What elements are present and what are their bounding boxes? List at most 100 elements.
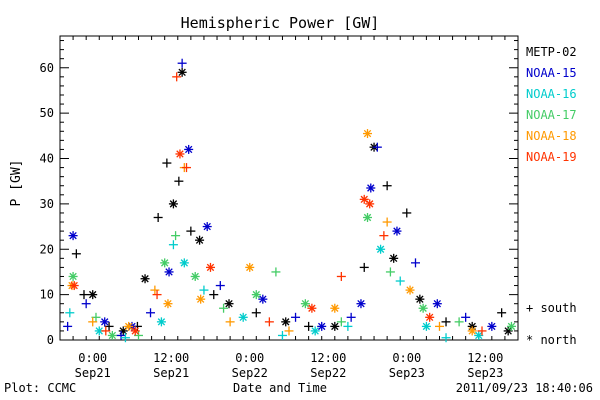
data-point-south-plus <box>153 212 163 222</box>
data-point-north-asterisk <box>164 267 174 277</box>
data-point-south-plus <box>372 142 382 152</box>
data-point-north-asterisk <box>140 274 150 284</box>
data-point-south-plus <box>271 267 281 277</box>
data-point-north-asterisk <box>487 321 497 331</box>
data-point-south-plus <box>497 308 507 318</box>
data-point-south-plus <box>186 226 196 236</box>
legend: METP-02 NOAA-15 NOAA-16 NOAA-17 NOAA-18 NOAA-… <box>526 45 577 347</box>
x-axis-label: Date and Time <box>233 381 327 395</box>
data-point-north-asterisk <box>376 244 386 254</box>
data-point-south-plus <box>101 326 111 336</box>
data-point-north-asterisk <box>363 212 373 222</box>
data-point-north-asterisk <box>363 129 373 139</box>
data-point-south-plus <box>172 72 182 82</box>
data-point-north-asterisk <box>88 290 98 300</box>
data-point-north-asterisk <box>224 299 234 309</box>
data-point-north-asterisk <box>179 258 189 268</box>
data-point-south-plus <box>477 326 487 336</box>
data-point-south-plus <box>304 321 314 331</box>
data-point-north-asterisk <box>432 299 442 309</box>
data-point-south-plus <box>209 290 219 300</box>
data-point-south-plus <box>81 299 91 309</box>
y-tick-label: 40 <box>40 152 54 166</box>
data-point-south-plus <box>65 308 75 318</box>
data-marks <box>63 58 516 343</box>
data-point-north-asterisk <box>366 183 376 193</box>
data-point-south-plus <box>88 317 98 327</box>
plot-credit: Plot: CCMC <box>4 381 76 395</box>
data-point-north-asterisk <box>130 326 140 336</box>
legend-series-label: NOAA-18 <box>526 129 577 143</box>
axes: 01020304050600:00Sep2112:00Sep210:00Sep2… <box>40 35 519 380</box>
data-point-south-plus <box>291 312 301 322</box>
data-point-north-asterisk <box>69 281 79 291</box>
data-point-south-plus <box>116 330 126 340</box>
x-tick-time-label: 12:00 <box>310 351 346 365</box>
data-point-south-plus <box>177 58 187 68</box>
data-point-south-plus <box>152 290 162 300</box>
x-tick-time-label: 0:00 <box>392 351 421 365</box>
y-tick-label: 30 <box>40 197 54 211</box>
data-point-north-asterisk <box>474 330 484 340</box>
y-tick-label: 10 <box>40 288 54 302</box>
data-point-north-asterisk <box>124 321 134 331</box>
data-point-north-asterisk <box>405 285 415 295</box>
data-point-south-plus <box>150 285 160 295</box>
data-point-north-asterisk <box>392 226 402 236</box>
data-point-south-plus <box>63 321 73 331</box>
data-point-north-asterisk <box>467 326 477 336</box>
data-point-south-plus <box>346 312 356 322</box>
data-point-south-plus <box>171 231 181 241</box>
data-point-north-asterisk <box>238 312 248 322</box>
legend-series-label: NOAA-16 <box>526 87 577 101</box>
data-point-north-asterisk <box>310 326 320 336</box>
data-point-north-asterisk <box>168 199 178 209</box>
data-point-north-asterisk <box>190 271 200 281</box>
data-point-south-plus <box>434 321 444 331</box>
y-axis-label: P [GW] <box>9 160 24 207</box>
data-point-north-asterisk <box>330 321 340 331</box>
data-point-south-plus <box>219 303 229 313</box>
data-point-south-plus <box>225 317 235 327</box>
data-point-south-plus <box>336 271 346 281</box>
data-point-north-asterisk <box>281 317 291 327</box>
data-point-north-asterisk <box>202 222 212 232</box>
data-point-north-asterisk <box>205 262 215 272</box>
data-point-south-plus <box>395 276 405 286</box>
data-point-north-asterisk <box>68 271 78 281</box>
data-point-south-plus <box>379 231 389 241</box>
legend-series-label: NOAA-19 <box>526 150 577 164</box>
x-tick-date-label: Sep23 <box>389 366 425 380</box>
data-point-north-asterisk <box>156 317 166 327</box>
legend-series-label: NOAA-17 <box>526 108 577 122</box>
data-point-south-plus <box>120 333 130 343</box>
data-point-north-asterisk <box>415 294 425 304</box>
chart-title: Hemispheric Power [GW] <box>181 14 380 32</box>
data-point-north-asterisk <box>389 253 399 263</box>
legend-south-marker-label: + south <box>526 301 577 315</box>
data-point-south-plus <box>79 290 89 300</box>
data-point-south-plus <box>134 330 144 340</box>
data-point-south-plus <box>251 308 261 318</box>
x-tick-time-label: 12:00 <box>153 351 189 365</box>
data-point-north-asterisk <box>184 144 194 154</box>
x-tick-date-label: Sep21 <box>75 366 111 380</box>
data-point-south-plus <box>461 312 471 322</box>
legend-series-label: METP-02 <box>526 45 577 59</box>
data-point-south-plus <box>441 333 451 343</box>
data-point-south-plus <box>382 217 392 227</box>
data-point-north-asterisk <box>195 235 205 245</box>
data-point-north-asterisk <box>307 303 317 313</box>
legend-series-label: NOAA-15 <box>526 66 577 80</box>
legend-north-marker-label: * north <box>526 333 577 347</box>
data-point-south-plus <box>264 317 274 327</box>
data-point-south-plus <box>410 258 420 268</box>
data-point-north-asterisk <box>245 262 255 272</box>
x-tick-date-label: Sep22 <box>310 366 346 380</box>
x-tick-date-label: Sep22 <box>232 366 268 380</box>
x-tick-date-label: Sep23 <box>467 366 503 380</box>
x-tick-time-label: 0:00 <box>78 351 107 365</box>
data-point-north-asterisk <box>418 303 428 313</box>
data-point-north-asterisk <box>356 299 366 309</box>
x-tick-time-label: 12:00 <box>467 351 503 365</box>
